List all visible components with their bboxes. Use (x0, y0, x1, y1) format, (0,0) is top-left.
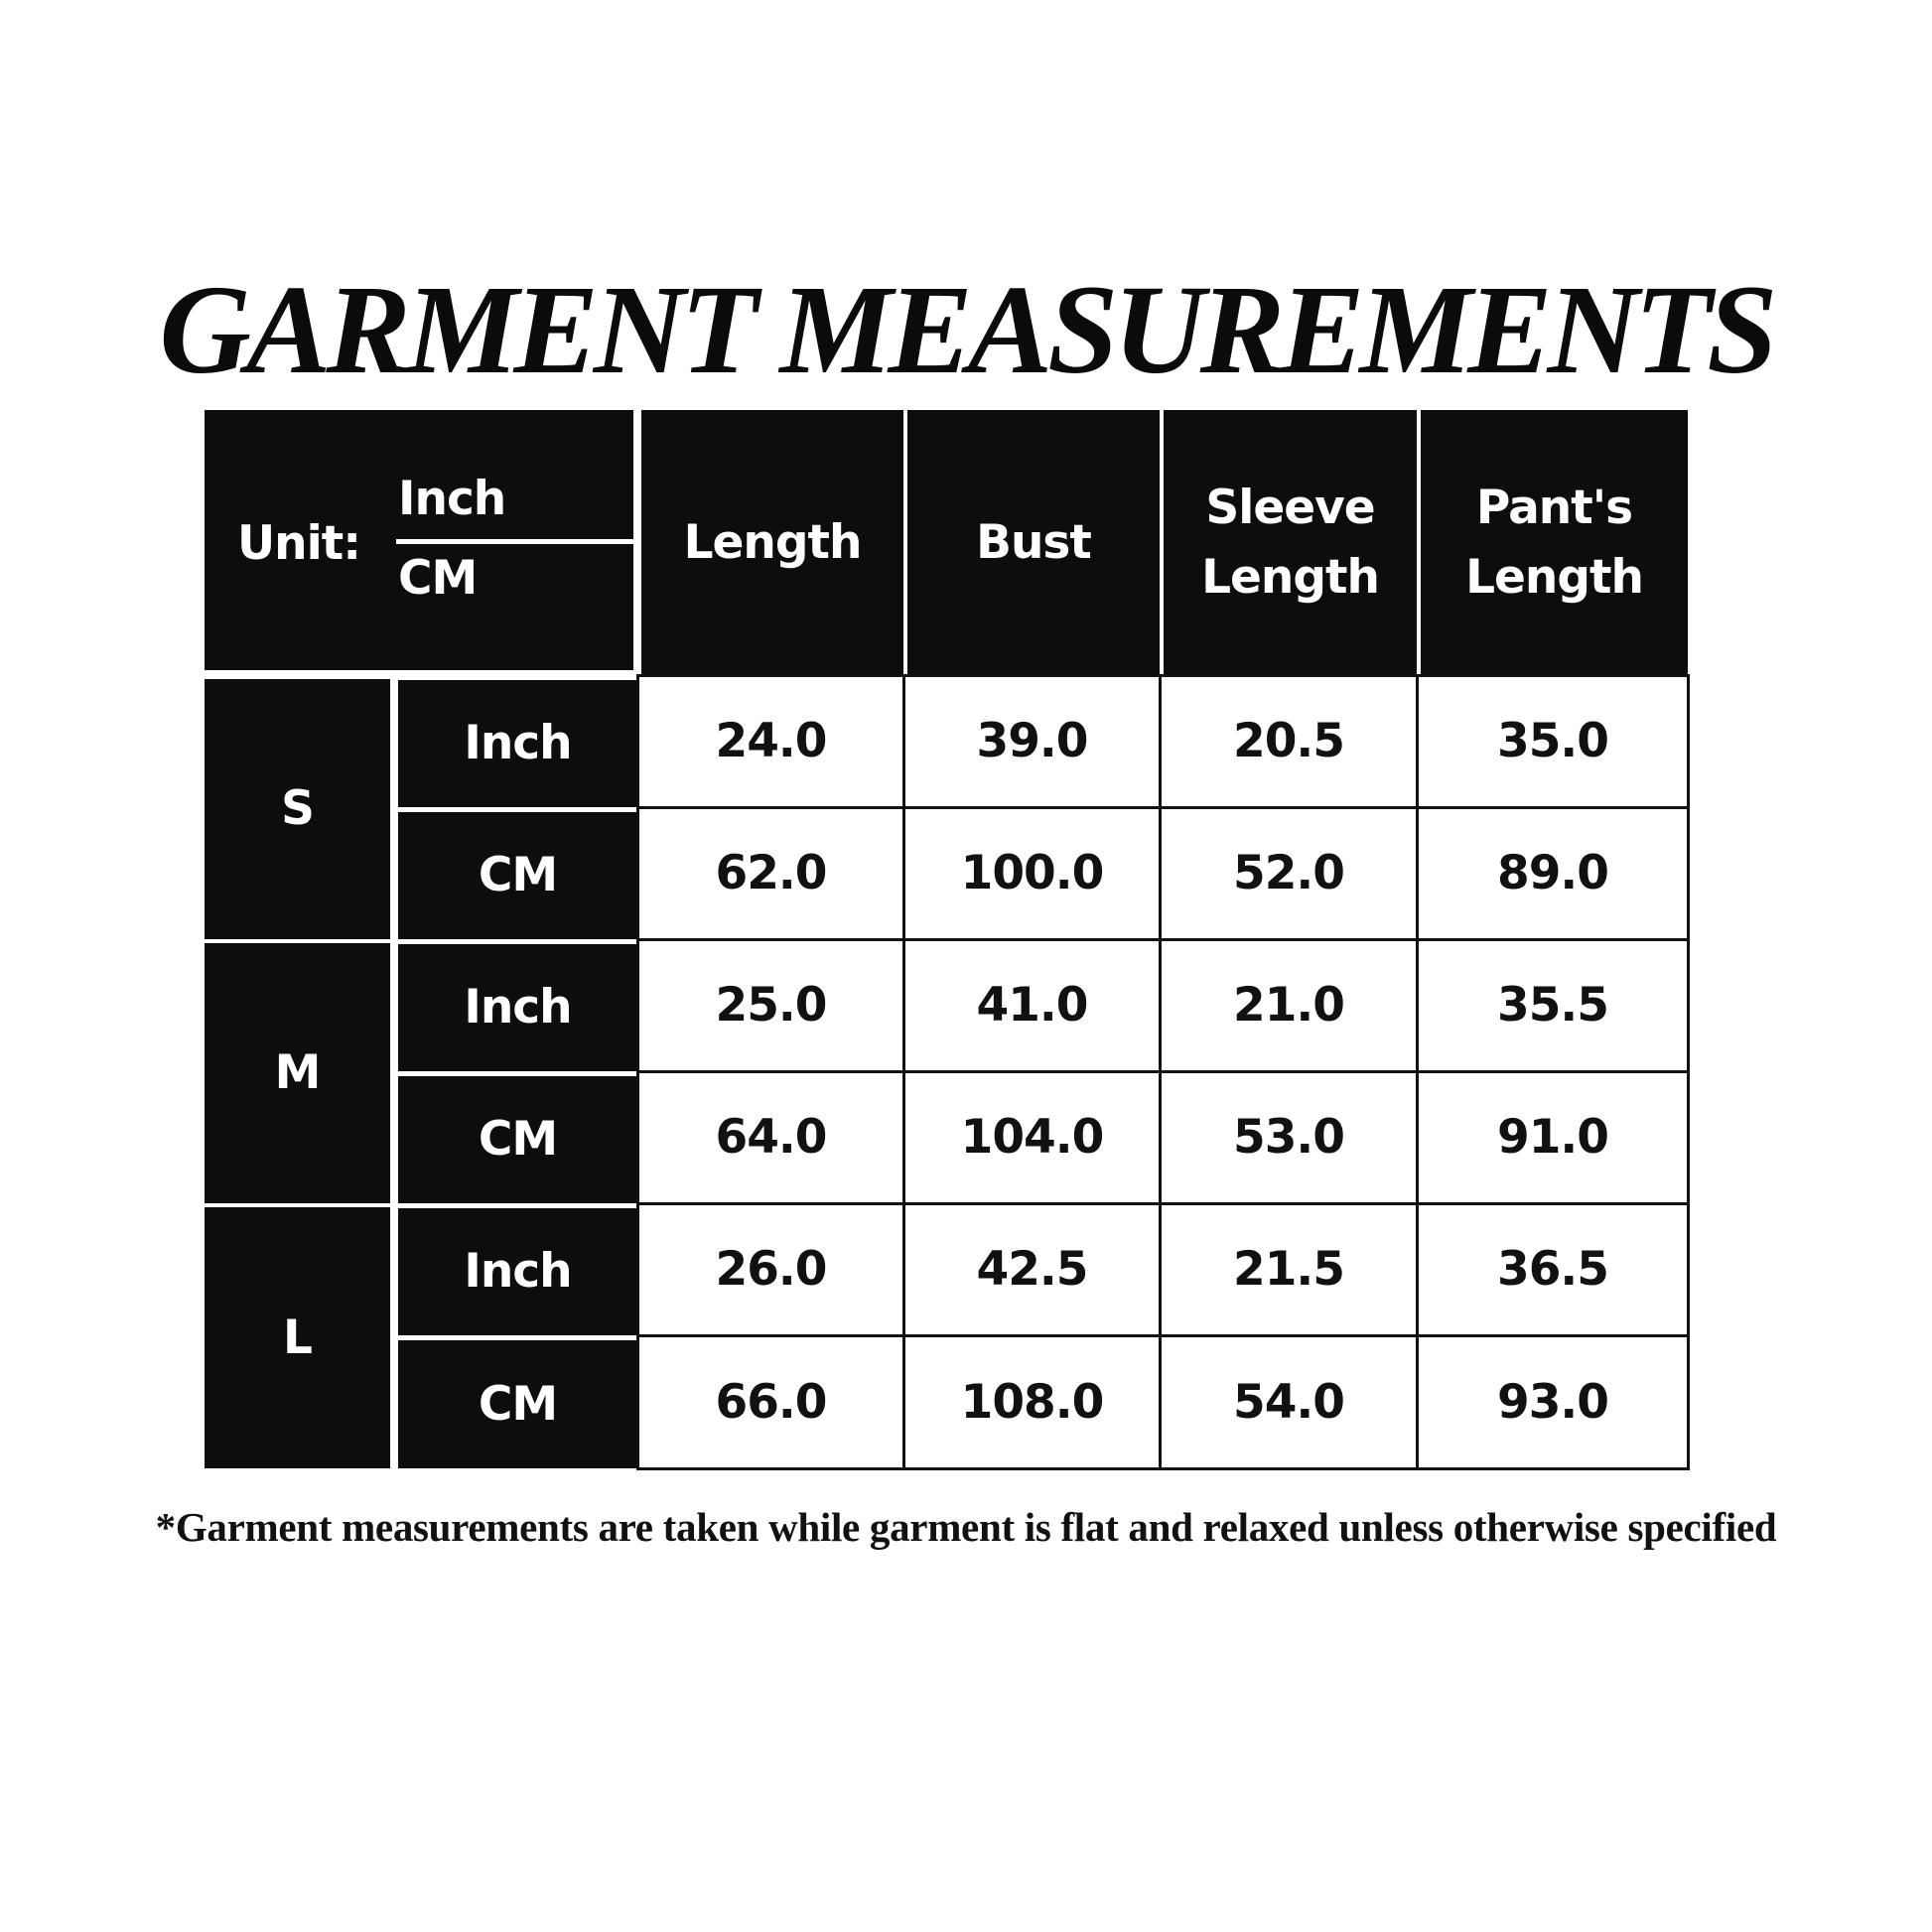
unit-cm-label: CM (398, 551, 478, 606)
size-label: L (205, 1207, 390, 1468)
table-cell: 20.5 (1159, 674, 1419, 809)
table-cell: 62.0 (636, 806, 905, 941)
table-cell: 52.0 (1159, 806, 1419, 941)
table-cell: 35.0 (1416, 674, 1690, 809)
table-cell: 42.5 (902, 1202, 1162, 1337)
table-cell: 21.5 (1159, 1202, 1419, 1337)
table-cell: 104.0 (902, 1070, 1162, 1205)
unit-label: CM (398, 1076, 637, 1203)
unit-label: CM (398, 812, 637, 939)
table-cell: 91.0 (1416, 1070, 1690, 1205)
table-cell: 26.0 (636, 1202, 905, 1337)
unit-inch-label: Inch (398, 472, 506, 526)
table-cell: 35.5 (1416, 938, 1690, 1073)
column-header: Bust (907, 410, 1160, 675)
unit-divider (396, 539, 633, 544)
table-cell: 24.0 (636, 674, 905, 809)
table-cell: 54.0 (1159, 1334, 1419, 1470)
table-cell: 36.5 (1416, 1202, 1690, 1337)
unit-label: Inch (398, 1208, 637, 1335)
size-label: S (205, 679, 390, 939)
table-cell: 25.0 (636, 938, 905, 1073)
table-cell: 39.0 (902, 674, 1162, 809)
table-cell: 89.0 (1416, 806, 1690, 941)
column-header: Sleeve Length (1164, 410, 1417, 675)
unit-label: CM (398, 1340, 637, 1468)
page-title: GARMENT MEASUREMENTS (159, 259, 1778, 400)
column-header: Length (641, 410, 903, 675)
table-cell: 93.0 (1416, 1334, 1690, 1470)
table-cell: 64.0 (636, 1070, 905, 1205)
unit-label: Unit: (237, 516, 361, 571)
table-cell: 66.0 (636, 1334, 905, 1470)
table-cell: 100.0 (902, 806, 1162, 941)
unit-label: Inch (398, 944, 637, 1071)
table-cell: 21.0 (1159, 938, 1419, 1073)
table-cell: 53.0 (1159, 1070, 1419, 1205)
unit-label: Inch (398, 680, 637, 807)
size-label: M (205, 943, 390, 1203)
table-cell: 41.0 (902, 938, 1162, 1073)
footnote: *Garment measurements are taken while ga… (155, 1504, 1777, 1550)
table-cell: 108.0 (902, 1334, 1162, 1470)
column-header: Pant's Length (1421, 410, 1688, 675)
